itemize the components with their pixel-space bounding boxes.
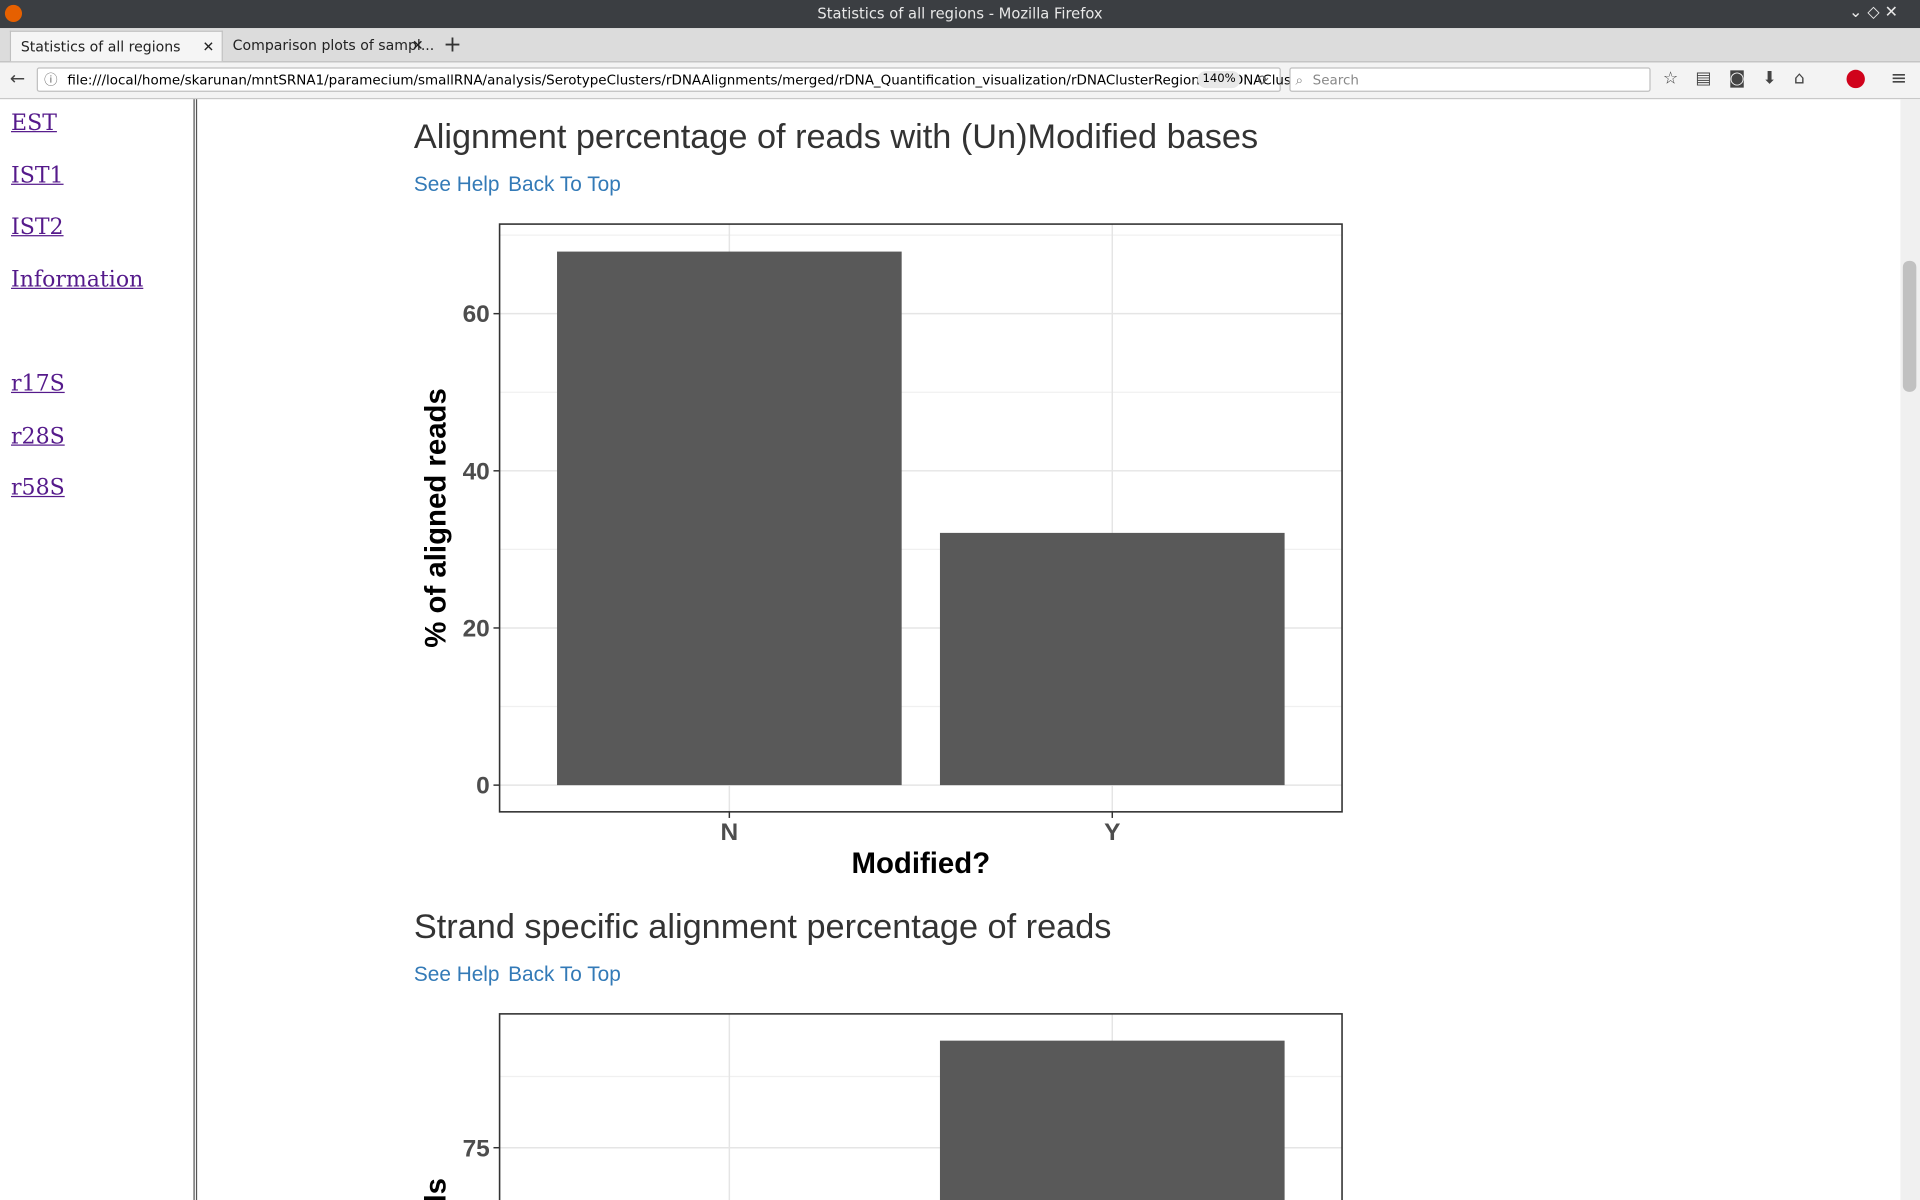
x-tick-label: Y [1104,819,1120,846]
nav-link[interactable]: EST [11,110,57,136]
app-icon [4,4,23,23]
zoom-level[interactable]: 140% [1197,71,1241,89]
menu-button[interactable]: ≡ [1890,66,1908,90]
nav-link[interactable]: Information [11,266,144,293]
nav-link[interactable]: r58S [11,475,65,502]
section-link[interactable]: Back To Top [508,172,621,196]
new-tab[interactable]: + [443,31,462,58]
section-link[interactable]: Back To Top [508,962,621,986]
x-axis-label: Modified? [851,847,990,880]
y-tick-label: 40 [463,458,490,485]
toolbar-icons[interactable]: ☆▤◙⬇⌂ [1662,68,1823,89]
section-link[interactable]: See Help [413,962,500,986]
nav-link[interactable]: IST2 [11,214,64,241]
tab-close[interactable]: ✕ [411,36,424,54]
bar [557,251,902,786]
reload-button[interactable]: ⟳ [1257,72,1269,89]
x-tick-label: N [721,819,739,846]
y-axis-label: % of aligned reads [420,388,453,648]
y-tick-label: 75 [463,1135,490,1162]
nav-bar: ← ⓘ file:///local/home/skarunan/mntSRNA1… [0,62,1920,100]
y-tick-label: 20 [463,616,490,643]
search-placeholder: Search [1312,72,1359,89]
bar [939,1040,1285,1200]
plot-panel [498,1013,1343,1200]
tab-title: Comparison plots of sampl... [232,36,435,54]
section-link[interactable]: See Help [413,172,500,196]
title-bar: Statistics of all regions - Mozilla Fire… [0,0,1920,29]
adblock-icon[interactable] [1846,69,1865,89]
scrollbar-thumb[interactable] [1902,260,1917,392]
window-title: Statistics of all regions - Mozilla Fire… [817,4,1103,23]
y-tick-label: 60 [463,301,490,328]
search-bar[interactable]: ⌕ Search [1289,67,1651,92]
search-icon: ⌕ [1295,72,1304,89]
nav-link[interactable]: r17S [11,371,65,397]
tab-title: Statistics of all regions [20,37,181,56]
section-title: Strand specific alignment percentage of … [413,907,1112,946]
nav-link[interactable]: r28S [11,423,65,449]
scrollbar[interactable] [1900,99,1920,1200]
info-icon: ⓘ [44,72,58,89]
url: file:///local/home/skarunan/mntSRNA1/par… [67,72,1291,89]
window-controls[interactable]: ⌄ ◇ ✕ [1848,3,1899,23]
nav-link[interactable]: IST1 [11,162,64,189]
plot-panel [498,223,1343,813]
tab-close[interactable]: ✕ [202,37,215,56]
section-title: Alignment percentage of reads with (Un)M… [413,117,1259,156]
sidebar: EST IST1 IST2 Information r17S r28S r58S [0,99,198,1200]
y-axis-label: % of aligned reads [420,1178,453,1200]
bar [939,532,1285,786]
back-button[interactable]: ← [9,67,26,90]
tab-bar: Statistics of all regions ✕ Comparison pl… [0,28,1920,63]
url-bar[interactable]: ⓘ file:///local/home/skarunan/mntSRNA1/p… [36,67,1291,92]
y-tick-label: 0 [476,773,490,800]
tab[interactable]: Comparison plots of sampl... ✕ [223,31,435,62]
tab[interactable]: Statistics of all regions ✕ [9,30,223,62]
